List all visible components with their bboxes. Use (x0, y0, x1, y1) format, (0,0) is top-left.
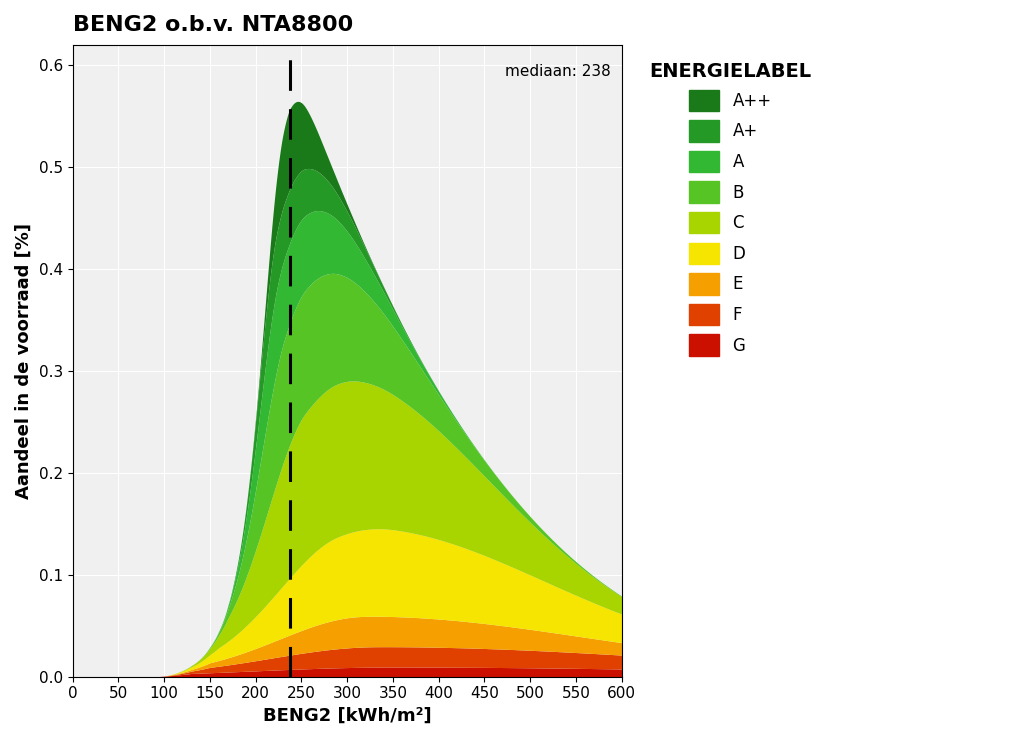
Legend: A++, A+, A, B, C, D, E, F, G: A++, A+, A, B, C, D, E, F, G (641, 53, 820, 364)
Text: mediaan: 238: mediaan: 238 (505, 64, 610, 79)
Text: BENG2 o.b.v. NTA8800: BENG2 o.b.v. NTA8800 (73, 15, 353, 35)
X-axis label: BENG2 [kWh/m²]: BENG2 [kWh/m²] (263, 707, 431, 725)
Y-axis label: Aandeel in de voorraad [%]: Aandeel in de voorraad [%] (15, 223, 33, 499)
